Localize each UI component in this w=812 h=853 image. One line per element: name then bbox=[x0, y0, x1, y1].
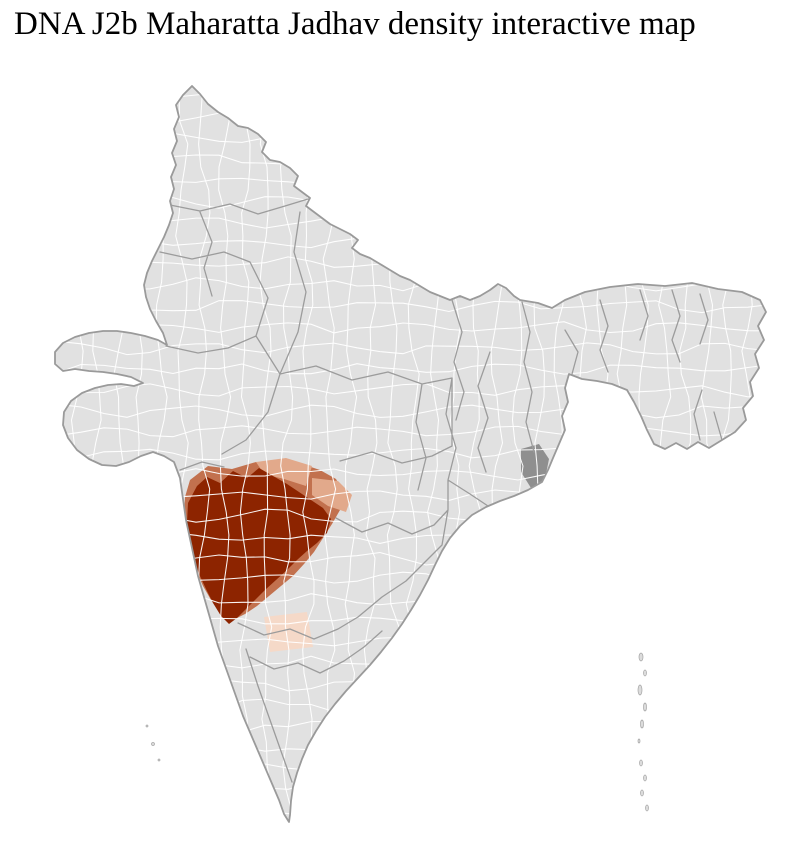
island-chain-andaman bbox=[637, 652, 649, 812]
region-density-high[interactable] bbox=[187, 468, 331, 624]
region-density-low[interactable] bbox=[256, 458, 352, 512]
state-boundaries bbox=[159, 198, 723, 783]
page-title: DNA J2b Maharatta Jadhav density interac… bbox=[14, 6, 696, 42]
shaded-district[interactable] bbox=[521, 444, 549, 488]
india-landmass[interactable] bbox=[55, 86, 766, 822]
island-chain-lakshadweep bbox=[145, 724, 161, 762]
